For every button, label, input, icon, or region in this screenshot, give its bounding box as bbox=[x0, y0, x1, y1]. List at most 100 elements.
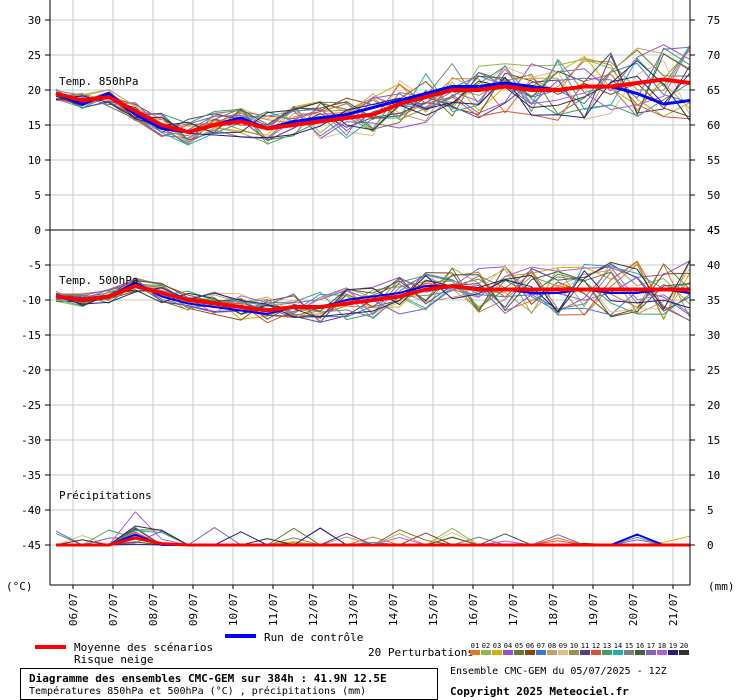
legend-perturbation-id: 13 bbox=[603, 642, 611, 650]
legend-perturbation-swatch bbox=[668, 650, 678, 655]
perturbation-850-line bbox=[55, 46, 691, 143]
y-tick-label-right: 30 bbox=[707, 329, 720, 342]
perturbation-500-line bbox=[55, 274, 691, 321]
x-tick-label: 06/07 bbox=[67, 593, 80, 626]
legend-control-label: Run de contrôle bbox=[264, 631, 363, 644]
legend-perturbation-id: 05 bbox=[515, 642, 523, 650]
y-tick-label-left: -15 bbox=[21, 329, 41, 342]
legend-perturbation-id: 06 bbox=[526, 642, 534, 650]
perturbation-850-line bbox=[55, 52, 691, 141]
x-tick-label: 16/07 bbox=[467, 593, 480, 626]
perturbation-850-line bbox=[55, 60, 691, 146]
y-tick-label-left: -40 bbox=[21, 504, 41, 517]
y-tick-label-right: 0 bbox=[707, 539, 714, 552]
mean-precip-line bbox=[56, 536, 690, 547]
legend-perturbation-swatch bbox=[492, 650, 502, 655]
legend-perturbation-swatch bbox=[613, 650, 623, 655]
y-tick-label-left: 15 bbox=[28, 119, 41, 132]
legend-perturbation-id: 15 bbox=[625, 642, 633, 650]
y-tick-label-left: -20 bbox=[21, 364, 41, 377]
x-tick-label: 11/07 bbox=[267, 593, 280, 626]
y-tick-label-right: 40 bbox=[707, 259, 720, 272]
y-tick-label-left: 0 bbox=[34, 224, 41, 237]
legend-perturbation-swatch bbox=[470, 650, 480, 655]
unit-label-left: (°C) bbox=[6, 580, 33, 593]
legend-perturbation-id: 16 bbox=[636, 642, 644, 650]
legend-perturbation-swatch bbox=[503, 650, 513, 655]
panel-label-850: Temp. 850hPa bbox=[59, 75, 138, 88]
y-tick-label-left: -45 bbox=[21, 539, 41, 552]
perturbation-500-line bbox=[55, 266, 691, 316]
legend-perturbation-swatch bbox=[679, 650, 689, 655]
legend-perturbations-label: 20 Perturbations bbox=[368, 646, 474, 659]
panel-label-500: Temp. 500hPa bbox=[59, 274, 138, 287]
perturbation-850-line bbox=[55, 58, 691, 144]
legend-perturbation-swatch bbox=[580, 650, 590, 655]
axes bbox=[45, 0, 695, 589]
perturbation-500-line bbox=[55, 270, 691, 318]
legend-perturbation-swatch bbox=[624, 650, 634, 655]
y-tick-label-left: 5 bbox=[34, 189, 41, 202]
chart-title: Diagramme des ensembles CMC-GEM sur 384h… bbox=[29, 672, 387, 685]
legend-perturbation-swatch bbox=[481, 650, 491, 655]
x-tick-label: 09/07 bbox=[187, 593, 200, 626]
x-tick-label: 12/07 bbox=[307, 593, 320, 626]
legend-perturbation-swatch bbox=[591, 650, 601, 655]
x-tick-label: 19/07 bbox=[587, 593, 600, 626]
legend-perturbation-id: 10 bbox=[570, 642, 578, 650]
legend-perturbation-swatch bbox=[657, 650, 667, 655]
y-tick-label-left: 30 bbox=[28, 14, 41, 27]
y-tick-label-left: -25 bbox=[21, 399, 41, 412]
legend-perturbation-swatch bbox=[558, 650, 568, 655]
x-tick-label: 20/07 bbox=[627, 593, 640, 626]
y-tick-label-right: 35 bbox=[707, 294, 720, 307]
legend-perturbation-id: 02 bbox=[482, 642, 490, 650]
panel-label-precip: Précipitations bbox=[59, 489, 152, 502]
legend-perturbation-id: 07 bbox=[537, 642, 545, 650]
x-tick-label: 14/07 bbox=[387, 593, 400, 626]
legend-perturbation-id: 18 bbox=[658, 642, 666, 650]
y-tick-label-right: 55 bbox=[707, 154, 720, 167]
y-tick-label-right: 65 bbox=[707, 84, 720, 97]
legend-perturbation-id: 19 bbox=[669, 642, 677, 650]
perturbation-500-line bbox=[55, 271, 691, 320]
legend-perturbation-id: 11 bbox=[581, 642, 589, 650]
y-tick-label-left: -30 bbox=[21, 434, 41, 447]
y-tick-label-left: 10 bbox=[28, 154, 41, 167]
y-tick-label-right: 70 bbox=[707, 49, 720, 62]
legend-perturbation-swatch bbox=[525, 650, 535, 655]
main-series bbox=[55, 77, 691, 547]
legend-perturbation-id: 12 bbox=[592, 642, 600, 650]
y-tick-label-right: 5 bbox=[707, 504, 714, 517]
y-tick-label-right: 20 bbox=[707, 399, 720, 412]
x-tick-label: 07/07 bbox=[107, 593, 120, 626]
legend-perturbation-swatch bbox=[602, 650, 612, 655]
run-info: Ensemble CMC-GEM du 05/07/2025 - 12Z bbox=[450, 666, 667, 677]
legend-perturbation-id: 08 bbox=[548, 642, 556, 650]
chart-subtitle: Températures 850hPa et 500hPa (°C) , pré… bbox=[29, 686, 367, 697]
legend-perturbation-swatch bbox=[635, 650, 645, 655]
y-tick-label-left: -5 bbox=[28, 259, 41, 272]
perturbation-500-line bbox=[55, 269, 691, 318]
perturbation-850-line bbox=[55, 72, 691, 139]
x-tick-label: 08/07 bbox=[147, 593, 160, 626]
y-tick-label-right: 60 bbox=[707, 119, 720, 132]
legend-perturbation-id: 17 bbox=[647, 642, 655, 650]
y-tick-label-left: 25 bbox=[28, 49, 41, 62]
legend-mean-label: Moyenne des scénarios bbox=[74, 641, 213, 654]
mean-850-line bbox=[55, 77, 691, 134]
legend-perturbation-id: 03 bbox=[493, 642, 501, 650]
legend-perturbation-swatch bbox=[646, 650, 656, 655]
legend-perturbation-swatch bbox=[536, 650, 546, 655]
legend-snow-label: Risque neige bbox=[74, 653, 153, 666]
y-tick-label-right: 15 bbox=[707, 434, 720, 447]
mean-500-line bbox=[55, 284, 690, 313]
legend-perturbation-id: 14 bbox=[614, 642, 622, 650]
y-tick-label-left: -10 bbox=[21, 294, 41, 307]
legend-perturbation-id: 09 bbox=[559, 642, 567, 650]
legend-perturbation-swatch bbox=[547, 650, 557, 655]
legend-perturbation-id: 04 bbox=[504, 642, 512, 650]
y-tick-label-right: 45 bbox=[707, 224, 720, 237]
